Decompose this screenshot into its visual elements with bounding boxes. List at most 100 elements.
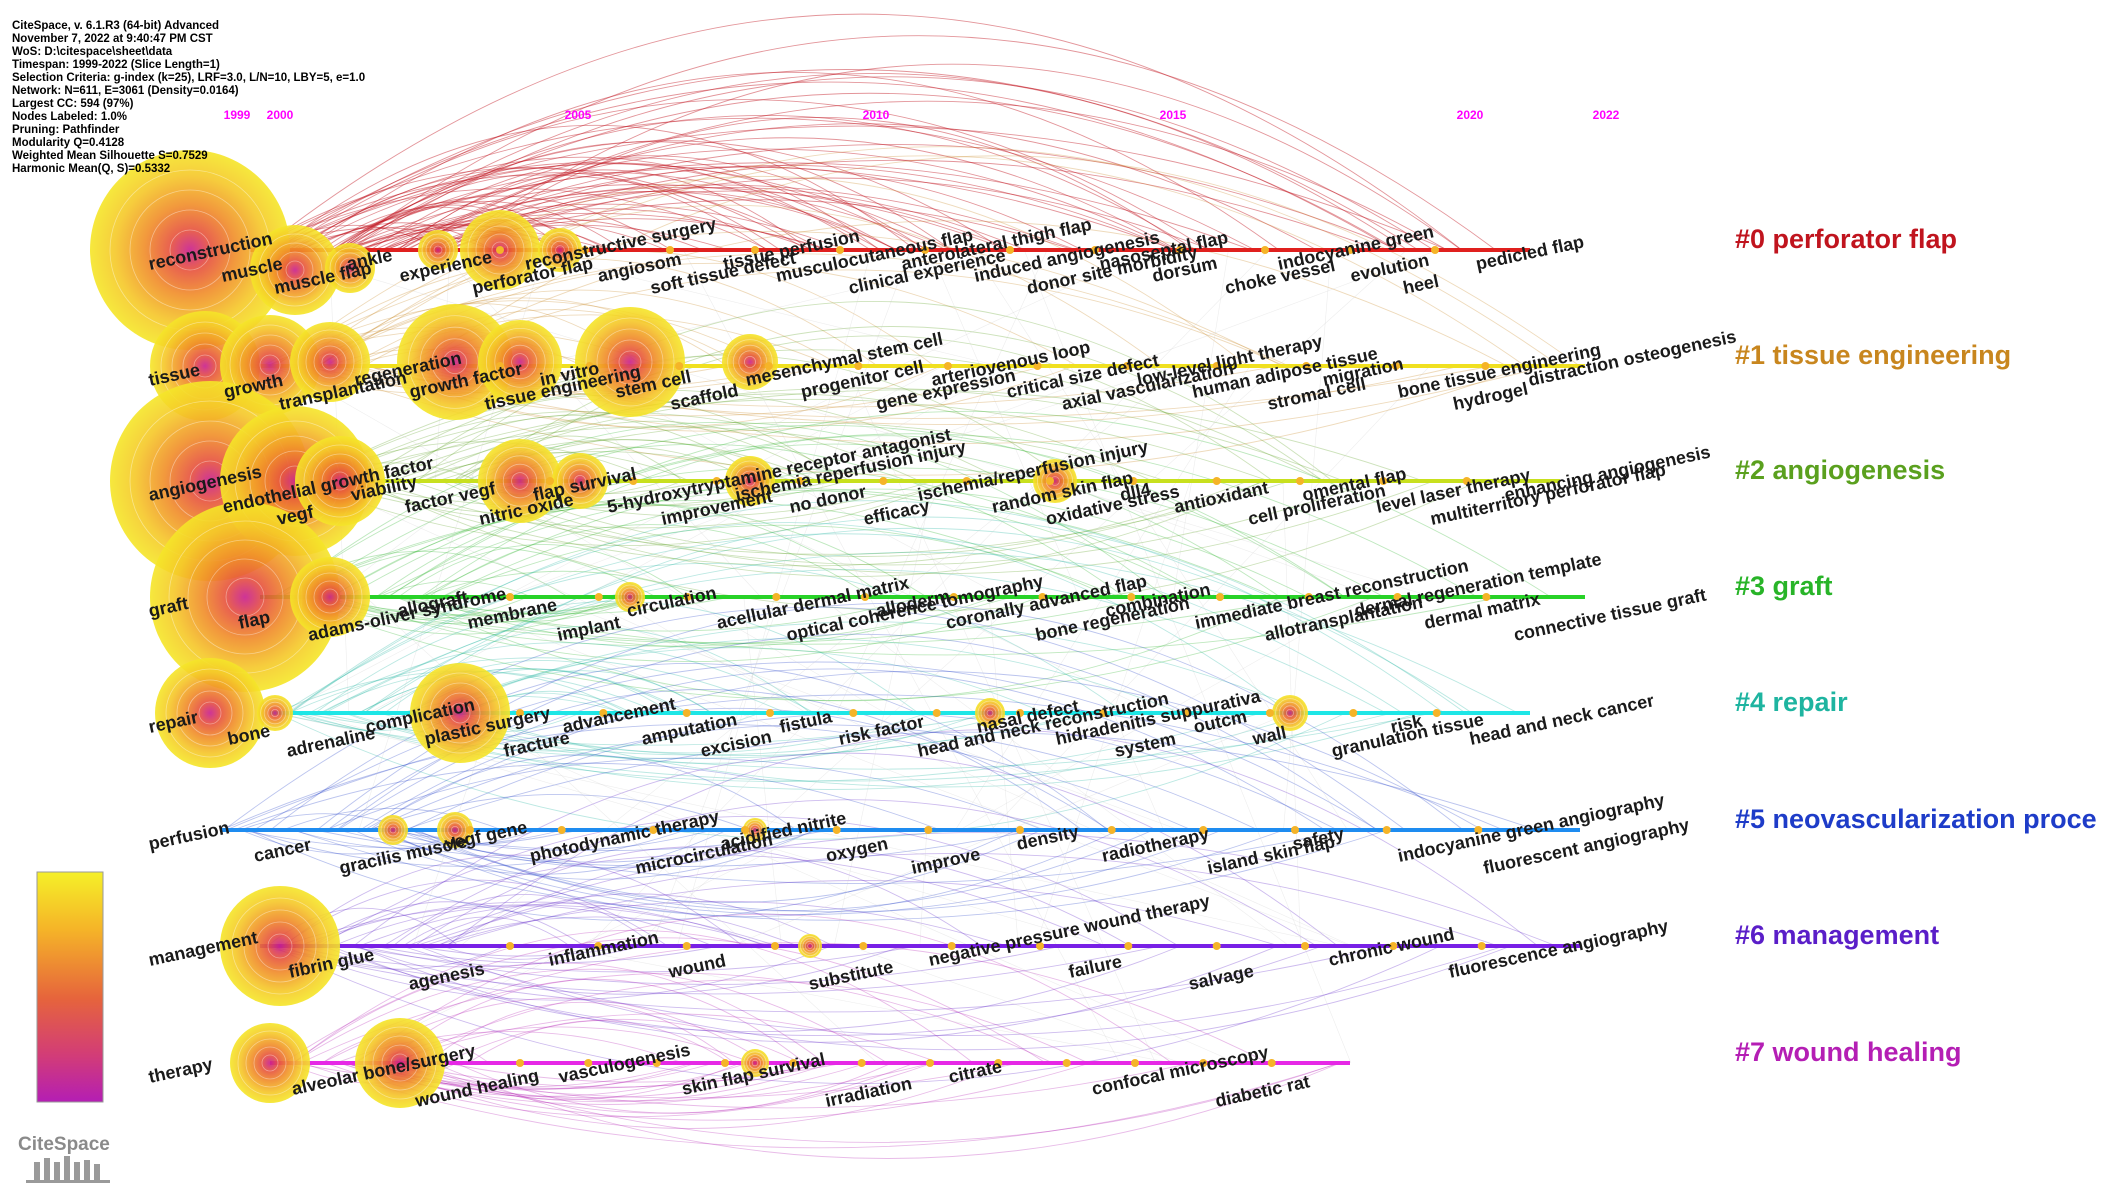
cross-link <box>1113 712 1164 831</box>
citation-arc <box>460 712 1419 788</box>
citation-arc <box>319 816 1179 947</box>
citation-arc <box>331 502 928 598</box>
citation-arc <box>442 945 594 960</box>
keyword-node <box>1212 362 1221 370</box>
cross-link <box>1283 249 1332 831</box>
keyword-node <box>1033 362 1042 370</box>
citation-arc <box>347 184 1077 251</box>
citation-arc <box>441 524 1120 598</box>
cross-link <box>972 249 1348 831</box>
network-info-panel: CiteSpace, v. 6.1.R3 (64-bit) Advanced No… <box>12 20 365 176</box>
citation-arc <box>346 945 918 973</box>
citation-arc <box>278 422 1166 598</box>
keyword-label: salvage <box>1187 961 1256 994</box>
citation-arc <box>359 902 799 947</box>
citation-arc <box>383 414 765 482</box>
citation-arc <box>253 661 1379 831</box>
year-tick-1999: 1999 <box>224 108 251 122</box>
keyword-label: enhancing angiogenesis <box>1503 442 1713 505</box>
citation-arc <box>344 1062 1091 1121</box>
keyword-node <box>1216 593 1224 601</box>
citation-arc <box>445 1062 829 1083</box>
keyword-node <box>257 695 293 731</box>
keyword-node <box>1016 709 1024 717</box>
citation-arc <box>341 35 1497 251</box>
citation-arc <box>292 962 825 1064</box>
citation-arc <box>324 551 1519 714</box>
citation-arc <box>339 184 948 251</box>
legend-bar <box>36 871 104 1103</box>
keyword-node <box>772 593 781 601</box>
citation-arc <box>278 500 1111 598</box>
citation-arc <box>353 752 1338 947</box>
citation-arc <box>395 596 645 623</box>
citation-arc <box>392 596 1501 656</box>
keyword-node <box>629 477 638 485</box>
citation-arc <box>453 712 928 754</box>
citation-arc <box>407 269 1286 367</box>
citation-arc <box>358 668 690 714</box>
keyword-node <box>857 1059 866 1067</box>
keyword-node <box>599 709 608 717</box>
year-tick-2000: 2000 <box>267 108 294 122</box>
keyword-node <box>1099 709 1108 717</box>
citation-arc <box>314 596 1013 647</box>
keyword-node <box>675 362 684 370</box>
citation-arc <box>362 480 1480 612</box>
cluster-label: #6 management <box>1735 920 1939 950</box>
info-line: Weighted Mean Silhouette S=0.7529 <box>12 150 208 162</box>
keyword-node <box>832 826 841 834</box>
cross-link <box>929 249 1080 598</box>
citation-arc <box>233 762 941 831</box>
citation-arc <box>359 707 1110 831</box>
citation-arc <box>383 799 1317 947</box>
citation-arc <box>337 204 567 251</box>
citation-arc <box>384 208 815 251</box>
keyword-node <box>975 698 1005 728</box>
keyword-node <box>378 815 408 845</box>
citation-arc <box>476 480 1249 557</box>
citation-arc <box>309 365 1528 476</box>
keyword-node <box>683 593 692 601</box>
citation-arc <box>355 945 1278 1043</box>
keyword-node <box>1267 1059 1276 1067</box>
citation-arc <box>281 533 1403 714</box>
keyword-node <box>1212 942 1221 950</box>
keyword-node <box>1129 477 1138 485</box>
keyword-node <box>466 826 474 834</box>
cross-link <box>282 365 944 714</box>
citation-arc <box>434 712 984 764</box>
citation-arc <box>273 69 1419 251</box>
citation-arc <box>361 186 1009 251</box>
info-line: Timespan: 1999-2022 (Slice Length=1) <box>12 59 220 71</box>
keyword-node <box>581 246 589 254</box>
citation-arc <box>316 289 843 367</box>
citation-arc <box>223 606 1406 831</box>
citation-arc <box>335 596 650 621</box>
keyword-node <box>682 709 691 717</box>
keyword-node <box>155 658 265 768</box>
keyword-node <box>290 322 370 402</box>
citation-arc <box>407 832 1557 947</box>
info-line: Modularity Q=0.4128 <box>12 137 125 149</box>
keyword-node <box>1046 477 1054 485</box>
keyword-node <box>743 818 767 842</box>
citation-arc <box>276 712 1346 840</box>
cluster-label: #1 tissue engineering <box>1735 340 2011 370</box>
keyword-node <box>355 1018 445 1108</box>
citation-arc <box>381 144 1401 251</box>
citation-arc <box>446 729 1539 947</box>
keyword-node <box>594 593 603 601</box>
keyword-node <box>584 1059 593 1067</box>
citation-arc <box>415 945 629 957</box>
info-line: Largest CC: 594 (97%) <box>12 98 134 110</box>
keyword-node <box>1301 942 1309 950</box>
citation-arc <box>403 731 1537 831</box>
info-line: Pruning: Pathfinder <box>12 124 120 136</box>
citation-arc <box>321 945 1323 1036</box>
keyword-label: irradiation <box>823 1073 913 1111</box>
keyword-label: citrate <box>947 1056 1004 1087</box>
citation-arc <box>426 1001 735 1064</box>
citation-arc <box>287 562 1125 714</box>
